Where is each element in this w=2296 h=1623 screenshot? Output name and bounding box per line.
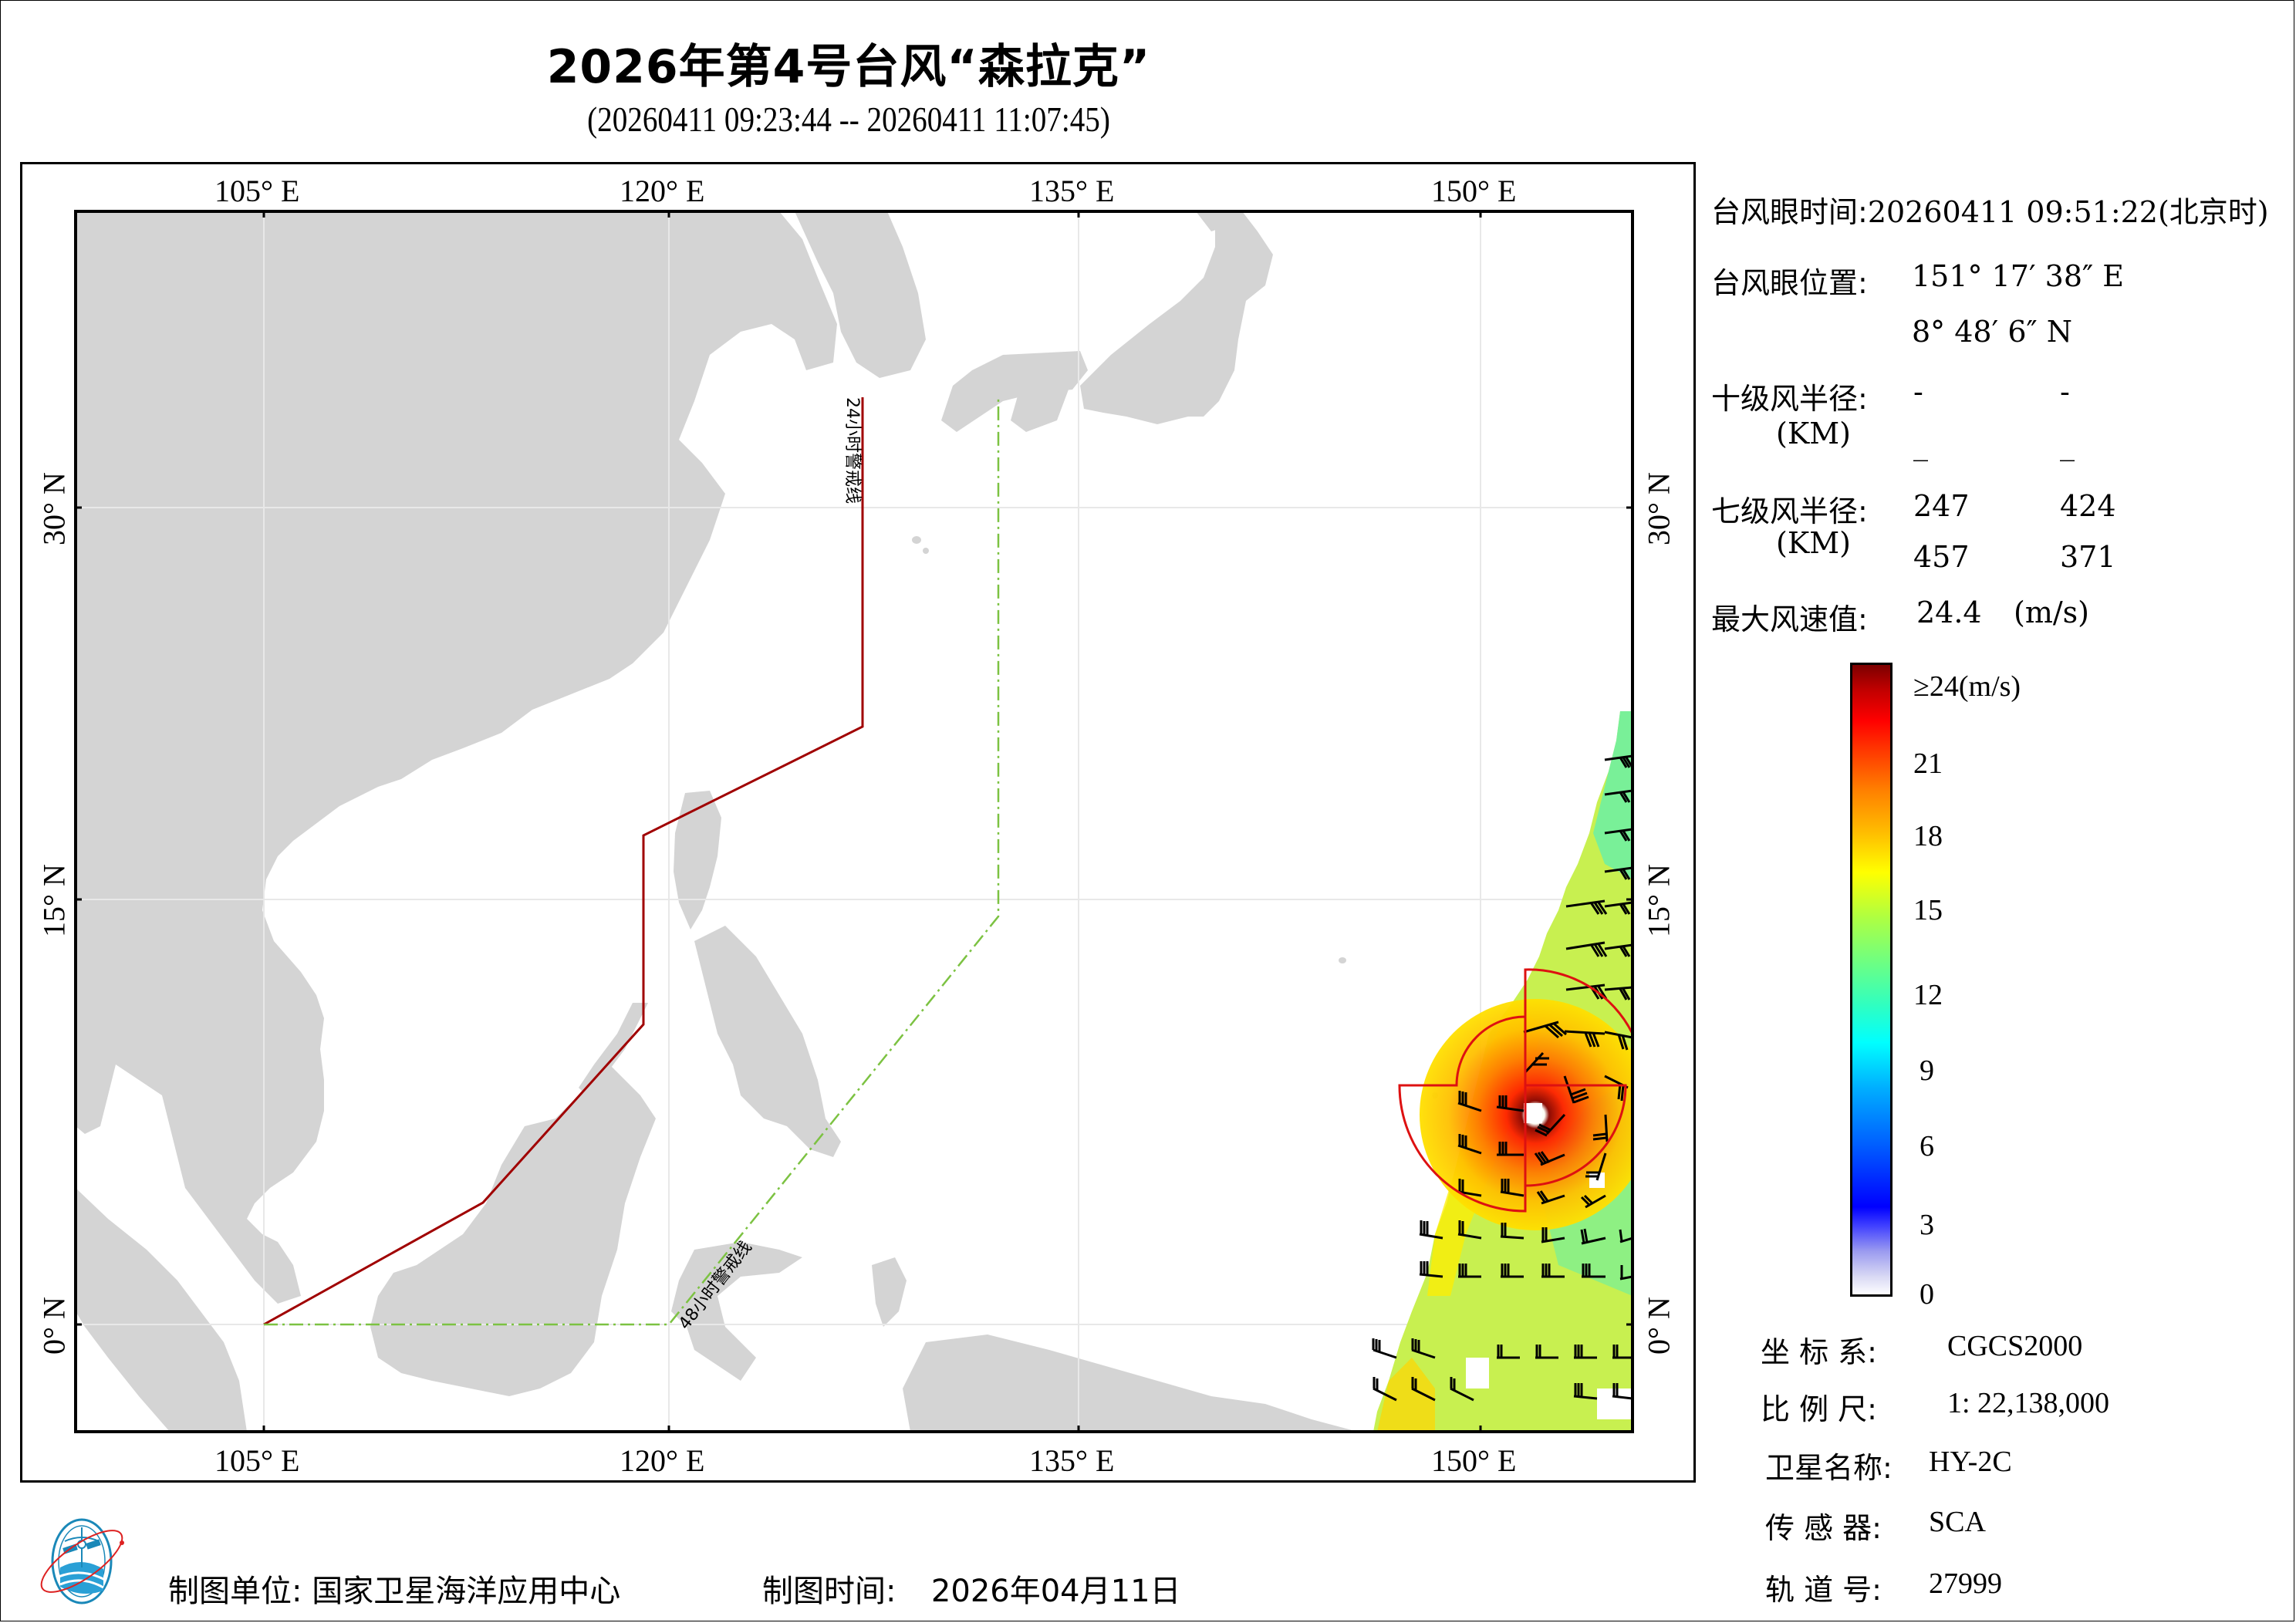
satellite-label: 卫星名称:	[1765, 1451, 1893, 1485]
lat-label-left-30: 30° N	[36, 472, 72, 545]
satellite-row: 卫星名称:	[1765, 1444, 1893, 1486]
lon-label-top-150: 150° E	[1431, 174, 1517, 208]
crs-value: CGCS2000	[1947, 1330, 2083, 1362]
warning-line-24h	[263, 397, 864, 1326]
scale-row: 比 例 尺:	[1761, 1385, 1877, 1428]
wind-barbs-south	[1372, 1179, 1633, 1402]
land-asia-mainland	[76, 211, 837, 1304]
land-halmahera	[872, 1257, 907, 1327]
r10-value-se: -	[2060, 375, 2070, 409]
land-masses	[76, 211, 1574, 1432]
land-taiwan	[522, 635, 554, 710]
land-japan-honshu	[1080, 211, 1273, 424]
orbit-value: 27999	[1929, 1567, 2002, 1600]
lon-label-bottom-150: 150° E	[1431, 1443, 1517, 1478]
r7-value-nw: 371	[2060, 540, 2116, 574]
map-inner-border	[74, 210, 1634, 1433]
r7-unit: (KM)	[1776, 526, 1851, 560]
land-sulawesi	[671, 1242, 802, 1381]
orbit-row: 轨 道 号:	[1765, 1566, 1882, 1608]
land-luzon	[674, 791, 721, 930]
production-date-row: 制图时间: 2026年04月11日	[762, 1566, 1181, 1611]
max-wind-unit: (m/s)	[2014, 596, 2089, 629]
land-japan-shikoku	[1011, 390, 1069, 432]
land-korea	[795, 211, 926, 378]
colorbar-label-0: 0	[1920, 1278, 1934, 1311]
land-new-guinea	[903, 1335, 1358, 1432]
r10-label: 十级风半径:	[1711, 382, 1868, 416]
lat-label-right-0: 0° N	[1641, 1297, 1676, 1355]
lat-label-left-0: 0° N	[36, 1297, 72, 1355]
warning-line-48h	[264, 397, 1000, 1326]
r10-value-ne: -	[1913, 375, 1923, 409]
r10-value-nw: _	[2060, 427, 2075, 461]
production-date-value: 2026年04月11日	[930, 1574, 1181, 1609]
crs-label: 坐 标 系:	[1761, 1335, 1877, 1369]
lat-label-left-15: 15° N	[36, 864, 72, 937]
colorbar-label-12: 12	[1913, 979, 1943, 1011]
lon-label-top-105: 105° E	[214, 174, 300, 208]
eye-position-row: 台风眼位置:	[1711, 259, 1868, 302]
lon-label-bottom-105: 105° E	[214, 1443, 300, 1478]
r7-value-sw: 457	[1913, 540, 1970, 574]
map-subtitle-time-range: (20260411 09:23:44 -- 20260411 11:07:45)	[587, 100, 1110, 139]
lon-label-bottom-120: 120° E	[620, 1443, 705, 1478]
production-date-label: 制图时间:	[762, 1574, 896, 1609]
land-sumatra	[76, 1188, 247, 1432]
lon-label-bottom-135: 135° E	[1029, 1443, 1115, 1478]
land-japan-hokkaido	[1196, 211, 1234, 231]
wind-barb-column-east	[1565, 754, 1633, 1000]
producer-row: 制图单位: 国家卫星海洋应用中心	[168, 1566, 620, 1611]
producer-value: 国家卫星海洋应用中心	[312, 1574, 621, 1609]
land-japan-kyushu-shikoku	[941, 351, 1088, 432]
eye-position-lon: 151° 17′ 38″ E	[1912, 259, 2125, 293]
crs-row: 坐 标 系:	[1761, 1328, 1877, 1371]
colorbar-label-18: 18	[1913, 820, 1943, 852]
nsoas-logo	[40, 1518, 124, 1604]
eye-time-label: 台风眼时间:	[1711, 195, 1868, 229]
colorbar-label-9: 9	[1920, 1054, 1934, 1087]
warning-line-24h-label: 24小时警戒线	[842, 397, 862, 504]
lat-label-right-30: 30° N	[1641, 472, 1676, 545]
sensor-value: SCA	[1929, 1506, 1986, 1538]
r10-unit: (KM)	[1776, 417, 1851, 450]
r7-value-se: 424	[2060, 489, 2116, 523]
map-title: 2026年第4号台风“森拉克”	[546, 40, 1151, 94]
eye-time-row: 台风眼时间:20260411 09:51:22(北京时)	[1711, 188, 2269, 231]
colorbar-label-24: ≥24(m/s)	[1913, 670, 2021, 703]
colorbar-label-6: 6	[1920, 1130, 1934, 1162]
eye-position-lat: 8° 48′ 6″ N	[1912, 315, 2073, 349]
lon-label-top-135: 135° E	[1029, 174, 1115, 208]
land-palawan	[579, 1003, 648, 1095]
colorbar-gradient	[1852, 664, 1891, 1295]
land-visayas-mindanao	[694, 926, 841, 1157]
max-wind-row: 最大风速值:	[1711, 596, 1868, 638]
colorbar-label-15: 15	[1913, 894, 1943, 926]
gale-radius-outline	[1398, 968, 1633, 1213]
orbit-label: 轨 道 号:	[1765, 1573, 1882, 1607]
eye-position-label: 台风眼位置:	[1711, 266, 1868, 300]
r7-label: 七级风半径:	[1711, 494, 1868, 528]
r7-value-ne: 247	[1913, 489, 1970, 523]
colorbar-label-21: 21	[1913, 747, 1943, 780]
satellite-value: HY-2C	[1929, 1446, 2012, 1478]
land-hainan	[316, 760, 359, 802]
land-borneo	[370, 1065, 656, 1396]
sensor-label: 传 感 器:	[1765, 1511, 1882, 1545]
scale-value: 1: 22,138,000	[1947, 1387, 2110, 1419]
producer-label: 制图单位:	[168, 1574, 302, 1609]
lon-label-top-120: 120° E	[620, 174, 705, 208]
colorbar	[1850, 663, 1893, 1297]
max-wind-label: 最大风速值:	[1711, 602, 1868, 636]
map-frame	[20, 162, 1696, 1483]
colorbar-label-3: 3	[1920, 1209, 1934, 1241]
max-wind-value: 24.4	[1916, 596, 1982, 629]
lat-label-right-15: 15° N	[1641, 864, 1676, 937]
eye-time-value: 20260411 09:51:22(北京时)	[1867, 195, 2269, 229]
scale-label: 比 例 尺:	[1761, 1392, 1877, 1426]
sensor-row: 传 感 器:	[1765, 1504, 1882, 1547]
r10-value-sw: _	[1913, 427, 1928, 461]
